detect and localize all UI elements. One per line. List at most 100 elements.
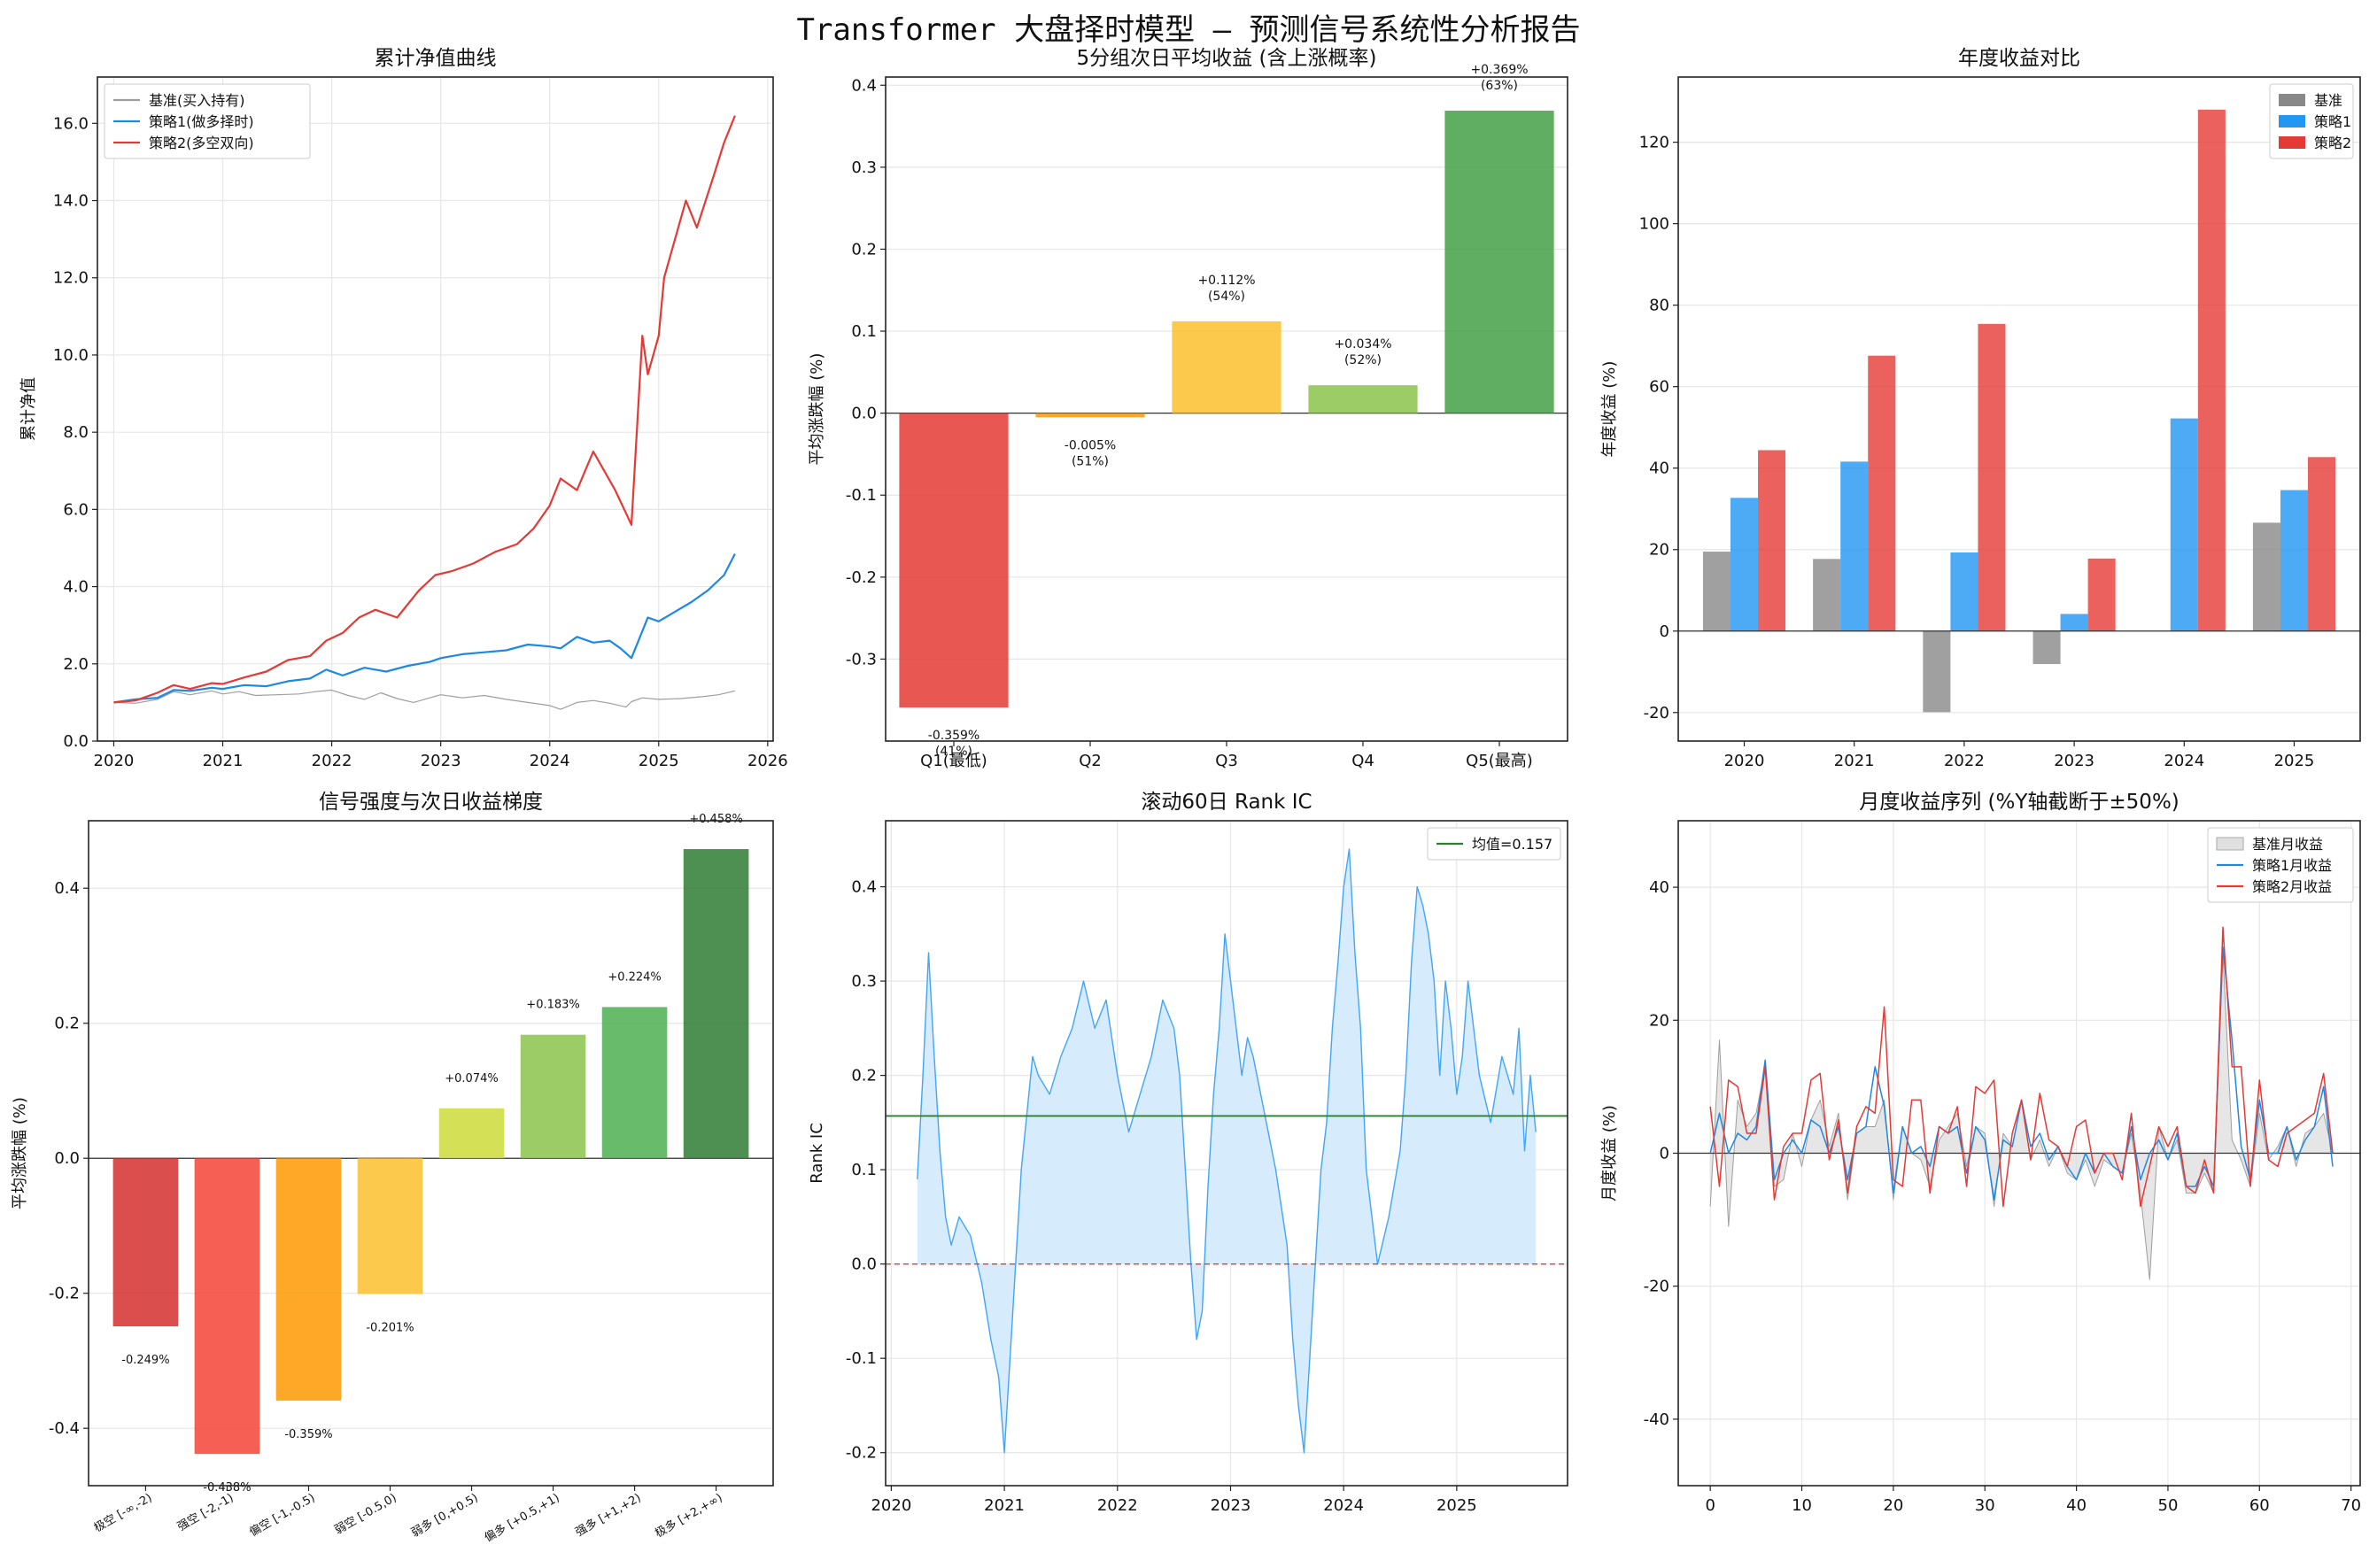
bar-value-label: -0.249%: [121, 1354, 169, 1367]
y-axis-label: 平均涨跌幅 (%): [11, 1097, 29, 1209]
x-tick-label: 2021: [203, 752, 244, 770]
bar: [1978, 323, 2006, 631]
y-tick-label: 0.3: [851, 158, 877, 177]
x-tick-label: 20: [1883, 1496, 1903, 1515]
bar: [2197, 109, 2226, 631]
y-tick-label: -0.1: [846, 1349, 877, 1368]
panel-title: 5分组次日平均收益 (含上涨概率): [1077, 47, 1377, 70]
ic-line: [917, 848, 1537, 1454]
y-tick-label: 0.0: [851, 1255, 877, 1274]
x-tick-label: 40: [2066, 1496, 2087, 1515]
bar: [1813, 559, 1841, 631]
x-tick-label: 极空 [-∞,-2): [92, 1491, 155, 1534]
y-tick-label: -0.1: [846, 486, 877, 505]
legend-swatch: [2279, 136, 2305, 149]
bar: [2308, 457, 2336, 631]
bar: [2087, 558, 2116, 631]
x-tick-label: 70: [2341, 1496, 2361, 1515]
benchmark-area: [1710, 954, 2333, 1280]
y-tick-label: 8.0: [63, 423, 89, 442]
y-tick-label: 0.0: [54, 1149, 80, 1168]
y-tick-label: 40: [1649, 460, 1669, 478]
x-tick-label: 2026: [747, 752, 788, 770]
bar: [1702, 552, 1730, 631]
y-tick-label: 0.0: [63, 732, 89, 751]
y-tick-label: 80: [1649, 297, 1669, 315]
y-axis-label: 平均涨跌幅 (%): [808, 353, 826, 466]
y-tick-label: 20: [1649, 1011, 1669, 1030]
x-tick-label: 2023: [2054, 752, 2094, 770]
x-tick-label: Q5(最高): [1466, 752, 1533, 770]
x-tick-label: 10: [1792, 1496, 1812, 1515]
bar: [2252, 522, 2280, 631]
y-tick-label: -0.2: [846, 1444, 877, 1463]
bar: [1868, 355, 1896, 631]
bar: [1308, 385, 1418, 413]
legend-label: 基准: [2314, 92, 2342, 109]
y-tick-label: 12.0: [53, 269, 89, 288]
legend-label: 策略2(多空双向): [149, 135, 254, 151]
bar: [2060, 614, 2088, 631]
y-tick-label: 0.1: [851, 1161, 877, 1179]
bar-value-label: +0.224%: [608, 970, 661, 984]
bar: [601, 1007, 668, 1159]
bar-value-label: +0.074%: [445, 1072, 498, 1085]
x-tick-label: 2020: [871, 1496, 911, 1515]
axes-frame: [885, 820, 1568, 1487]
panel-monthly: 月度收益序列 (%Y轴截断于±50%) 月度收益 (%) -40 -20 0 20 40 0 1…: [1600, 791, 2361, 1515]
x-tick-label: Q2: [1079, 752, 1102, 770]
y-tick-label: 60: [1649, 378, 1669, 397]
axes-frame: [885, 76, 1568, 742]
y-tick-label: 4.0: [63, 578, 89, 597]
bar: [1035, 413, 1145, 418]
series-line: [113, 689, 736, 710]
y-tick-label: -0.2: [49, 1285, 80, 1303]
bar: [112, 1158, 179, 1327]
y-tick-label: 0.2: [851, 240, 877, 259]
x-tick-label: 弱多 [0,+0.5): [409, 1491, 481, 1541]
figure-title: Transformer 大盘择时模型 — 预测信号系统性分析报告: [796, 12, 1581, 48]
bar-value-label: (51%): [1072, 454, 1109, 468]
bar-value-label: -0.005%: [1065, 438, 1116, 452]
bar-value-label: +0.458%: [689, 813, 742, 826]
y-axis-label: Rank IC: [808, 1123, 826, 1184]
y-tick-label: 0.4: [851, 76, 877, 95]
y-tick-label: 14.0: [53, 192, 89, 211]
x-tick-label: 60: [2249, 1496, 2270, 1515]
y-axis-label: 累计净值: [19, 377, 38, 441]
y-tick-label: 0.2: [851, 1067, 877, 1085]
legend-swatch: [2279, 115, 2305, 127]
y-tick-label: -0.3: [846, 650, 877, 668]
bar-value-label: -0.359%: [284, 1428, 332, 1441]
y-tick-label: 2.0: [63, 655, 89, 674]
x-tick-label: 2022: [312, 752, 352, 770]
bar: [1444, 110, 1554, 413]
x-tick-label: Q3: [1215, 752, 1238, 770]
bar: [899, 413, 1009, 708]
y-tick-label: 10.0: [53, 346, 89, 365]
bar: [1950, 552, 1978, 631]
bar: [357, 1158, 423, 1294]
y-tick-label: -0.2: [846, 568, 877, 587]
x-tick-label: 极多 [+2,+∞): [653, 1491, 725, 1541]
y-axis-label: 年度收益 (%): [1600, 361, 1619, 458]
x-tick-label: 偏多 [+0.5,+1): [482, 1491, 561, 1545]
x-tick-label: 2022: [1944, 752, 1985, 770]
y-tick-label: -0.4: [49, 1419, 80, 1438]
x-tick-label: 2020: [94, 752, 135, 770]
legend: 均值=0.157: [1427, 827, 1561, 861]
legend: 基准(买入持有) 策略1(做多择时) 策略2(多空双向): [104, 83, 311, 159]
panel-title: 信号强度与次日收益梯度: [319, 791, 543, 814]
panel-quintile: 5分组次日平均收益 (含上涨概率) 平均涨跌幅 (%) -0.3 -0.2 -0.1 0.…: [808, 47, 1568, 770]
x-tick-label: 2025: [1436, 1496, 1477, 1515]
y-tick-label: 0.1: [851, 322, 877, 341]
bar: [1923, 630, 1951, 713]
axes-frame: [97, 76, 774, 742]
x-tick-label: 弱空 [-0.5,0): [332, 1491, 399, 1537]
